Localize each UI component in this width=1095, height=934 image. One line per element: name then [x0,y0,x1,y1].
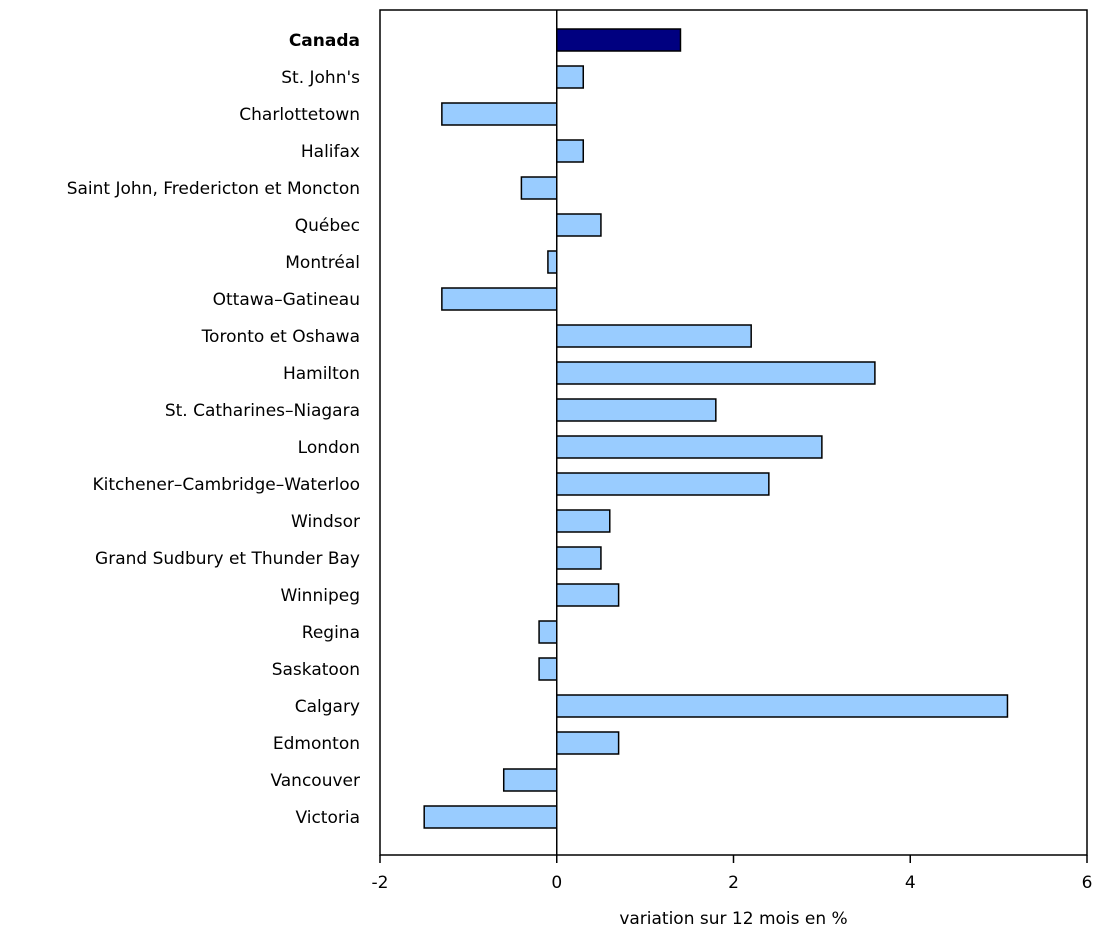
bar-20 [502,768,558,792]
bar-6 [547,250,558,274]
x-tick-label-0: -2 [372,873,389,893]
bar-5 [556,213,602,237]
bar-12 [556,472,770,496]
category-label-12: Kitchener–Cambridge–Waterloo [92,475,360,495]
category-label-8: Toronto et Oshawa [201,327,360,347]
category-label-17: Saskatoon [272,660,360,680]
bar-17 [538,657,558,681]
bar-15 [556,583,620,607]
bar-18 [556,694,1009,718]
category-label-10: St. Catharines–Niagara [165,401,360,421]
category-labels: Canada St. John's Charlottetown Halifax Sain… [67,31,360,828]
bar-13 [556,509,611,533]
category-label-15: Winnipeg [281,586,360,606]
category-label-14: Grand Sudbury et Thunder Bay [95,549,360,569]
bar-3 [556,139,585,163]
category-label-11: London [298,438,360,458]
category-label-13: Windsor [291,512,360,532]
bar-7 [441,287,558,311]
plot-frame [379,9,1088,856]
bar-8 [556,324,752,348]
x-tick-label-1: 0 [551,873,562,893]
bar-0 [556,28,682,52]
bar-16 [538,620,558,644]
bar-19 [556,731,620,755]
category-label-7: Ottawa–Gatineau [213,290,360,310]
category-label-19: Edmonton [273,734,360,754]
category-label-1: St. John's [281,68,360,88]
bar-10 [556,398,717,422]
x-tick-label-3: 4 [905,873,916,893]
category-label-2: Charlottetown [239,105,360,125]
x-tick-label-4: 6 [1082,873,1093,893]
bar-21 [423,805,558,829]
category-label-3: Halifax [301,142,360,162]
bar-9 [556,361,876,385]
category-label-5: Québec [295,216,360,236]
category-label-21: Victoria [295,808,360,828]
bar-2 [441,102,558,126]
category-label-6: Montréal [285,253,360,273]
category-label-4: Saint John, Fredericton et Moncton [67,179,360,199]
bar-11 [556,435,823,459]
category-label-16: Regina [302,623,360,643]
category-label-18: Calgary [295,697,360,717]
x-tick-label-2: 2 [728,873,739,893]
category-label-20: Vancouver [270,771,360,791]
category-label-9: Hamilton [283,364,360,384]
x-axis-title: variation sur 12 mois en % [619,909,847,929]
bar-1 [556,65,585,89]
category-label-0: Canada [289,31,360,51]
bars-layer [423,28,1009,829]
bar-14 [556,546,602,570]
x-axis-ticks: -2 0 2 4 6 [372,855,1093,893]
bar-4 [520,176,558,200]
